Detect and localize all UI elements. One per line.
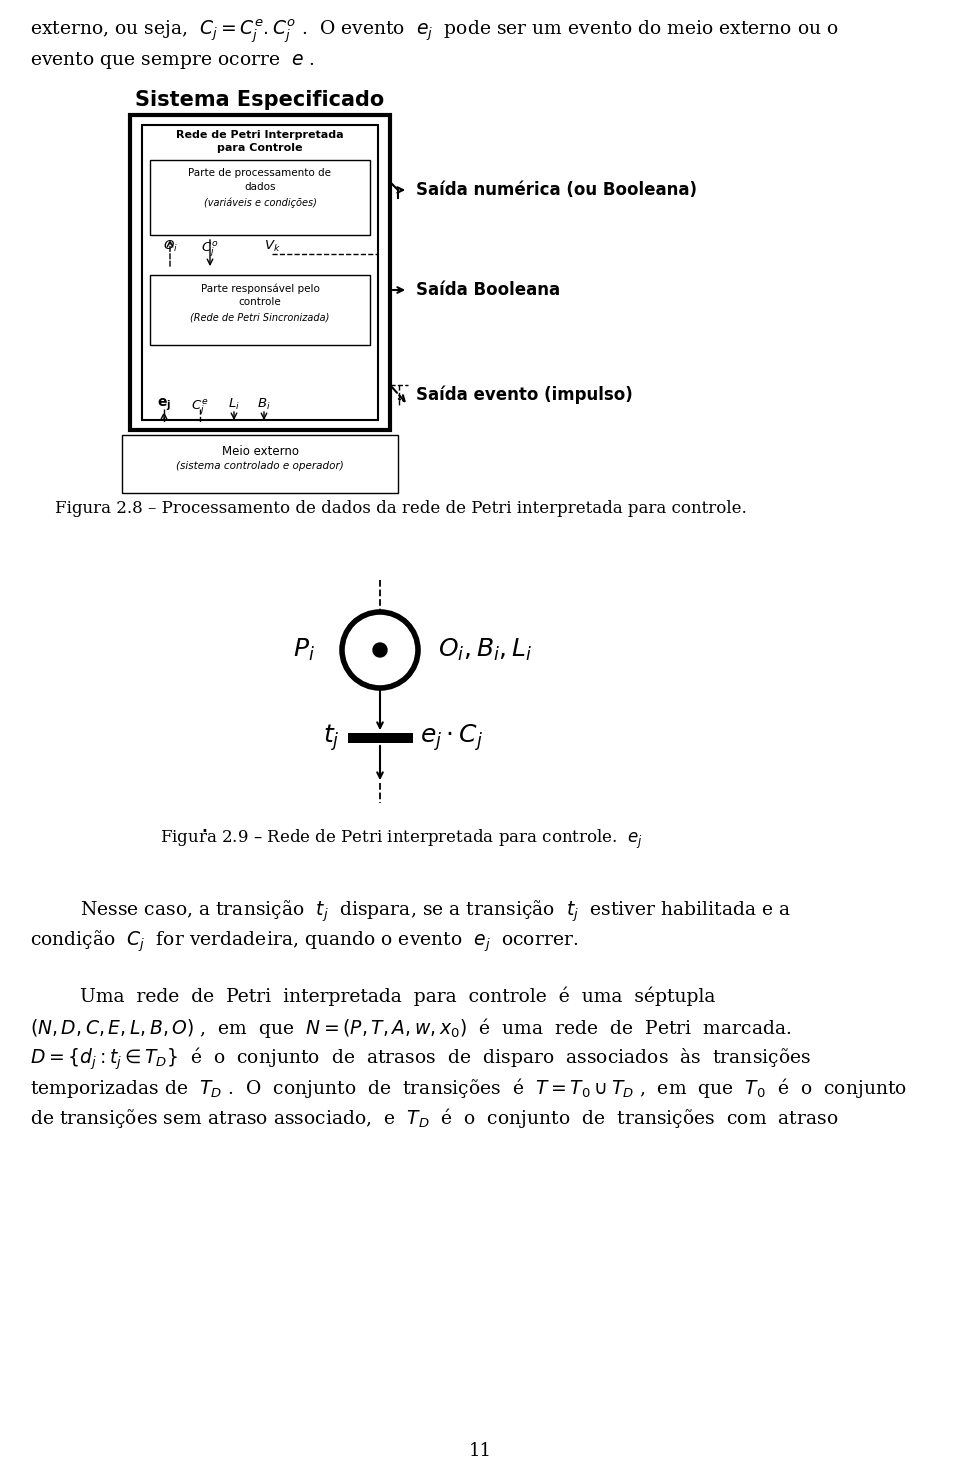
Text: $O_i, B_i, L_i$: $O_i, B_i, L_i$ <box>438 636 532 663</box>
Bar <box>142 125 378 420</box>
Bar <box>348 733 413 743</box>
Text: Figura 2.8 – Processamento de dados da rede de Petri interpretada para controle.: Figura 2.8 – Processamento de dados da r… <box>55 500 747 518</box>
Text: externo, ou seja,  $C_j = C_j^e . C_j^o$ .  O evento  $e_j$  pode ser um evento : externo, ou seja, $C_j = C_j^e . C_j^o$ … <box>30 18 839 46</box>
Bar <box>150 160 370 234</box>
Bar <box>130 116 390 430</box>
Text: $\mathbf{e_j}$: $\mathbf{e_j}$ <box>156 397 171 414</box>
Text: Parte responsável pelo: Parte responsável pelo <box>201 283 320 294</box>
Text: Saída evento (impulso): Saída evento (impulso) <box>416 386 633 405</box>
Text: para Controle: para Controle <box>217 142 302 153</box>
Bar <box>150 274 370 346</box>
Text: $(N, D, C, E, L, B, O)$ ,  em  que  $N = (P, T, A, w, x_0)$  é  uma  rede  de  P: $(N, D, C, E, L, B, O)$ , em que $N = (P… <box>30 1016 792 1040</box>
Text: dados: dados <box>244 182 276 191</box>
Bar <box>122 435 398 492</box>
Text: Parte de processamento de: Parte de processamento de <box>188 168 331 178</box>
Text: $D = \{d_j : t_j \in T_D\}$  é  o  conjunto  de  atrasos  de  disparo  associado: $D = \{d_j : t_j \in T_D\}$ é o conjunto… <box>30 1046 811 1072</box>
Text: (Rede de Petri Sincronizada): (Rede de Petri Sincronizada) <box>190 313 329 323</box>
Text: Figura 2.9 – Rede de Petri interpretada para controle.  $e_j$: Figura 2.9 – Rede de Petri interpretada … <box>160 828 643 851</box>
Text: (sistema controlado e operador): (sistema controlado e operador) <box>176 461 344 472</box>
Text: $P_i$: $P_i$ <box>293 636 315 663</box>
Text: $B_i$: $B_i$ <box>257 397 271 412</box>
Text: Sistema Especificado: Sistema Especificado <box>135 90 385 110</box>
Text: condição  $C_j$  for verdadeira, quando o evento  $e_j$  ocorrer.: condição $C_j$ for verdadeira, quando o … <box>30 928 578 954</box>
Text: (variáveis e condições): (variáveis e condições) <box>204 199 317 209</box>
Text: $C_j^e$: $C_j^e$ <box>191 397 208 417</box>
Text: $V_k$: $V_k$ <box>264 239 280 254</box>
Text: Saída Booleana: Saída Booleana <box>416 280 560 300</box>
Text: controle: controle <box>239 297 281 307</box>
Text: Saída numérica (ou Booleana): Saída numérica (ou Booleana) <box>416 181 697 199</box>
Text: temporizadas de  $T_D$ .  O  conjunto  de  transições  é  $T = T_0 \cup T_D$ ,  : temporizadas de $T_D$ . O conjunto de tr… <box>30 1077 907 1100</box>
Text: 11: 11 <box>468 1441 492 1459</box>
Text: Meio externo: Meio externo <box>222 445 299 458</box>
Text: Rede de Petri Interpretada: Rede de Petri Interpretada <box>177 131 344 139</box>
Text: de transições sem atraso associado,  e  $T_D$  é  o  conjunto  de  transições  c: de transições sem atraso associado, e $T… <box>30 1106 838 1130</box>
Text: $e_j \cdot C_j$: $e_j \cdot C_j$ <box>420 722 484 753</box>
Circle shape <box>373 644 387 657</box>
Text: Nesse caso, a transição  $t_j$  dispara, se a transição  $t_j$  estiver habilita: Nesse caso, a transição $t_j$ dispara, s… <box>80 899 791 924</box>
Text: $L_i$: $L_i$ <box>228 397 240 412</box>
Text: $t_j$: $t_j$ <box>323 722 340 753</box>
Text: Uma  rede  de  Petri  interpretada  para  controle  é  uma  séptupla: Uma rede de Petri interpretada para cont… <box>80 986 715 1005</box>
Text: $O_i$: $O_i$ <box>162 239 178 254</box>
Text: .: . <box>200 813 208 836</box>
Text: evento que sempre ocorre  $e$ .: evento que sempre ocorre $e$ . <box>30 50 315 71</box>
Text: $C_j^o$: $C_j^o$ <box>202 239 219 258</box>
